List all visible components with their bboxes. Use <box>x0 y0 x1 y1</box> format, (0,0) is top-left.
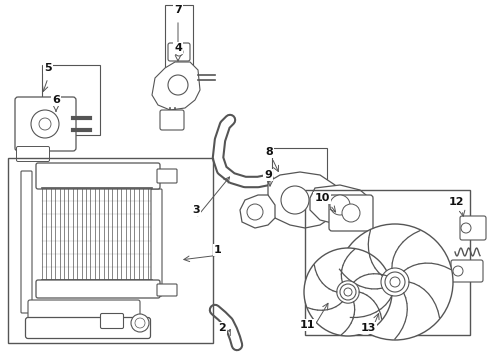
Circle shape <box>385 272 405 292</box>
FancyBboxPatch shape <box>28 300 140 320</box>
Text: 3: 3 <box>192 205 200 215</box>
Circle shape <box>31 110 59 138</box>
FancyBboxPatch shape <box>151 189 162 296</box>
Circle shape <box>390 277 400 287</box>
FancyBboxPatch shape <box>25 318 150 338</box>
FancyBboxPatch shape <box>36 163 160 189</box>
FancyBboxPatch shape <box>15 97 76 151</box>
FancyBboxPatch shape <box>329 195 373 231</box>
FancyBboxPatch shape <box>157 284 177 296</box>
Circle shape <box>453 266 463 276</box>
Circle shape <box>131 314 149 332</box>
FancyBboxPatch shape <box>157 169 177 183</box>
Circle shape <box>381 268 409 296</box>
Circle shape <box>168 75 188 95</box>
Circle shape <box>135 318 145 328</box>
FancyBboxPatch shape <box>100 314 123 328</box>
Bar <box>272 148 327 183</box>
Circle shape <box>330 195 350 215</box>
Circle shape <box>461 223 471 233</box>
Text: 7: 7 <box>174 5 182 15</box>
Circle shape <box>175 48 183 56</box>
Bar <box>165 5 193 75</box>
Text: 10: 10 <box>314 193 330 203</box>
FancyBboxPatch shape <box>168 43 190 61</box>
Bar <box>42 65 100 135</box>
Circle shape <box>337 281 359 303</box>
FancyBboxPatch shape <box>460 216 486 240</box>
FancyBboxPatch shape <box>36 280 160 298</box>
Text: 4: 4 <box>174 43 182 53</box>
Text: 13: 13 <box>360 323 376 333</box>
Circle shape <box>304 248 392 336</box>
Circle shape <box>39 118 51 130</box>
Text: 8: 8 <box>265 147 273 157</box>
FancyBboxPatch shape <box>451 260 483 282</box>
Circle shape <box>247 204 263 220</box>
Polygon shape <box>268 172 340 228</box>
FancyBboxPatch shape <box>21 171 32 313</box>
Polygon shape <box>240 195 275 228</box>
Circle shape <box>340 284 356 300</box>
Polygon shape <box>310 185 372 225</box>
Text: 1: 1 <box>214 245 222 255</box>
FancyBboxPatch shape <box>160 110 184 130</box>
Circle shape <box>342 204 360 222</box>
Bar <box>8 158 213 343</box>
Text: 12: 12 <box>448 197 464 207</box>
FancyBboxPatch shape <box>17 147 49 162</box>
Text: 5: 5 <box>44 63 52 73</box>
Circle shape <box>337 224 453 340</box>
Text: 11: 11 <box>299 320 315 330</box>
Circle shape <box>281 186 309 214</box>
Circle shape <box>344 288 352 296</box>
Text: 9: 9 <box>264 170 272 180</box>
Text: 2: 2 <box>218 323 226 333</box>
Text: 6: 6 <box>52 95 60 105</box>
Polygon shape <box>152 62 200 110</box>
Bar <box>305 190 470 335</box>
